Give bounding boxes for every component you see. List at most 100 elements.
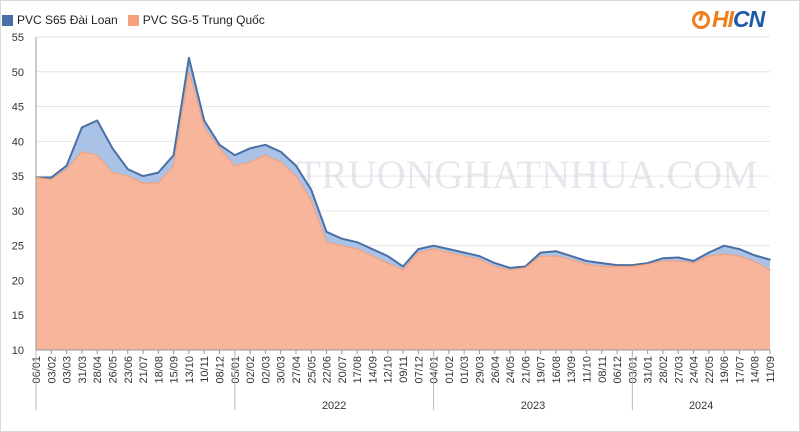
x-tick-label: 21/07 [138, 356, 150, 384]
data-point [616, 265, 618, 268]
y-tick-label: 35 [12, 171, 24, 183]
data-point [127, 175, 129, 177]
data-point [646, 262, 649, 264]
data-point [463, 255, 466, 257]
data-point [203, 126, 205, 129]
data-point [494, 265, 496, 268]
data-point [157, 182, 160, 184]
legend-label-taiwan: PVC S65 Đài Loan [17, 13, 118, 27]
data-point [585, 263, 588, 266]
x-tick-label: 31/03 [77, 356, 89, 384]
year-labels: 2022 2023 2024 [35, 350, 713, 412]
y-tick-label: 40 [12, 136, 24, 148]
data-point [111, 171, 114, 174]
data-point [96, 154, 98, 156]
series-area-1 [36, 71, 770, 351]
data-point [386, 255, 389, 257]
data-point [494, 262, 496, 264]
data-point [218, 144, 221, 146]
data-point [692, 260, 695, 262]
x-tick-label: 03/01 [627, 356, 639, 384]
data-point [264, 154, 267, 156]
data-point [753, 254, 756, 257]
data-point [295, 175, 297, 177]
data-point [417, 251, 420, 254]
data-point [81, 151, 83, 153]
legend-item-taiwan[interactable]: PVC S65 Đài Loan [2, 13, 118, 27]
x-tick-label: 11/10 [582, 356, 594, 383]
x-tick-label: 19/07 [536, 356, 548, 384]
y-tick-label: 20 [12, 275, 24, 287]
data-point [738, 255, 741, 257]
x-tick-label: 08/12 [215, 356, 227, 384]
data-point [341, 244, 343, 247]
data-point [769, 269, 771, 271]
x-tick-labels: 06/01 03/02 03/03 31/03 28/04 26/05 23/06 21/07… [31, 350, 777, 384]
data-point [723, 244, 725, 247]
x-tick-label: 15/09 [169, 356, 181, 384]
y-tick-label: 25 [12, 241, 24, 253]
data-point [677, 256, 680, 259]
data-point [325, 231, 328, 233]
x-tick-label: 31/01 [643, 356, 655, 384]
data-point [142, 182, 144, 184]
hicn-logo: HI CN [692, 6, 765, 33]
data-point [509, 269, 511, 271]
x-tick-label: 30/03 [276, 356, 288, 384]
x-tick-label: 06/01 [31, 356, 43, 384]
x-tick-label: 24/05 [505, 356, 517, 384]
x-tick-label: 17/07 [734, 356, 746, 384]
data-point [127, 168, 129, 170]
data-point [570, 255, 572, 257]
x-tick-label: 26/04 [490, 356, 502, 384]
legend-swatch-taiwan [2, 14, 13, 26]
chart-legend: PVC S65 Đài Loan PVC SG-5 Trung Quốc [2, 13, 265, 27]
y-tick-label: 50 [12, 67, 24, 79]
y-tick-label: 55 [12, 32, 24, 44]
x-tick-label: 18/08 [153, 356, 165, 384]
data-point [448, 251, 450, 254]
y-tick-label: 30 [12, 206, 24, 218]
x-tick-label: 16/08 [551, 356, 563, 384]
x-tick-label: 09/11 [398, 356, 410, 383]
data-point [585, 260, 588, 262]
data-point [234, 154, 236, 156]
data-point [341, 237, 343, 240]
data-point [478, 258, 481, 261]
data-point [509, 267, 511, 269]
x-tick-label: 22/05 [704, 356, 716, 384]
data-point [478, 255, 481, 257]
data-point [310, 199, 313, 202]
data-point [662, 260, 664, 262]
x-tick-label: 05/01 [230, 356, 242, 384]
y-tick-labels: 10 15 20 25 30 35 40 45 50 55 [12, 32, 24, 357]
watermark-text: THITRUONGHATNHUA.COM [230, 152, 758, 197]
data-point [708, 255, 710, 257]
x-tick-label: 10/11 [199, 356, 211, 383]
data-point [616, 264, 618, 266]
x-tick-label: 25/05 [306, 356, 318, 384]
x-tick-label: 13/10 [184, 356, 196, 384]
legend-item-china[interactable]: PVC SG-5 Trung Quốc [127, 13, 265, 27]
x-tick-label: 29/03 [474, 356, 486, 384]
data-point [188, 57, 190, 59]
data-point [371, 248, 374, 250]
year-label: 2024 [689, 400, 713, 412]
legend-swatch-china [127, 14, 139, 26]
data-point [662, 257, 664, 260]
data-point [646, 263, 649, 266]
data-point [570, 258, 572, 261]
x-tick-label: 19/06 [719, 356, 731, 384]
x-tick-label: 04/01 [429, 356, 441, 384]
y-tick-label: 15 [12, 310, 24, 322]
data-point [325, 241, 328, 243]
data-point [295, 164, 297, 167]
x-tick-label: 01/02 [444, 356, 456, 384]
data-point [753, 260, 756, 263]
x-tick-label: 07/12 [413, 356, 425, 384]
data-point [631, 264, 634, 266]
data-point [631, 265, 634, 268]
data-point [524, 267, 527, 269]
y-tick-label: 10 [12, 345, 24, 357]
